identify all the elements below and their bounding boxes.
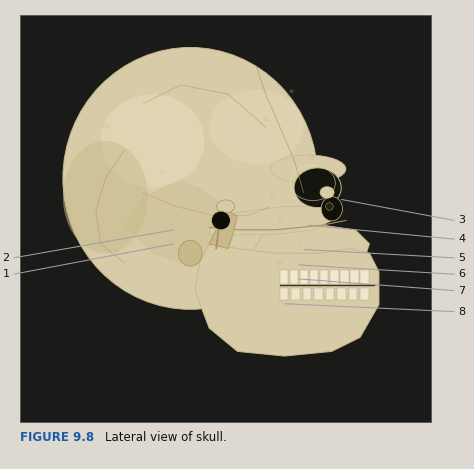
- FancyBboxPatch shape: [314, 288, 323, 301]
- FancyBboxPatch shape: [326, 288, 334, 301]
- Circle shape: [211, 211, 230, 230]
- Circle shape: [290, 89, 293, 93]
- FancyBboxPatch shape: [350, 270, 358, 284]
- Circle shape: [270, 192, 276, 198]
- Ellipse shape: [209, 90, 303, 164]
- FancyBboxPatch shape: [300, 270, 309, 284]
- FancyBboxPatch shape: [337, 288, 346, 301]
- Circle shape: [191, 88, 197, 94]
- Ellipse shape: [321, 197, 342, 221]
- Text: 8: 8: [458, 307, 465, 317]
- FancyBboxPatch shape: [310, 270, 319, 284]
- Text: FIGURE 9.8: FIGURE 9.8: [20, 431, 95, 445]
- FancyBboxPatch shape: [349, 288, 357, 301]
- Circle shape: [305, 203, 309, 207]
- FancyBboxPatch shape: [280, 288, 288, 301]
- Circle shape: [136, 186, 140, 189]
- Polygon shape: [209, 206, 332, 234]
- FancyBboxPatch shape: [303, 288, 311, 301]
- Text: 7: 7: [458, 286, 465, 295]
- Circle shape: [276, 259, 283, 266]
- FancyBboxPatch shape: [280, 270, 288, 284]
- Ellipse shape: [294, 168, 341, 208]
- Polygon shape: [209, 211, 237, 249]
- Ellipse shape: [271, 155, 346, 183]
- Circle shape: [294, 125, 297, 129]
- Ellipse shape: [63, 141, 148, 253]
- Circle shape: [310, 154, 315, 160]
- Circle shape: [114, 248, 119, 254]
- Circle shape: [277, 217, 283, 223]
- Circle shape: [298, 241, 302, 245]
- Text: 4: 4: [458, 234, 465, 244]
- Text: 2: 2: [2, 253, 9, 263]
- Text: 5: 5: [458, 253, 465, 263]
- FancyBboxPatch shape: [340, 270, 348, 284]
- FancyBboxPatch shape: [292, 288, 300, 301]
- Polygon shape: [195, 244, 379, 356]
- Circle shape: [274, 252, 278, 256]
- Circle shape: [215, 205, 221, 212]
- Circle shape: [264, 117, 269, 122]
- Polygon shape: [124, 178, 237, 267]
- FancyBboxPatch shape: [360, 288, 369, 301]
- Circle shape: [196, 187, 200, 191]
- FancyBboxPatch shape: [20, 15, 431, 422]
- Circle shape: [105, 124, 110, 129]
- Text: 6: 6: [458, 269, 465, 279]
- Text: Lateral view of skull.: Lateral view of skull.: [90, 431, 227, 445]
- Ellipse shape: [217, 200, 235, 213]
- FancyBboxPatch shape: [290, 270, 299, 284]
- Text: 3: 3: [458, 215, 465, 226]
- Text: 1: 1: [2, 269, 9, 279]
- FancyBboxPatch shape: [330, 270, 338, 284]
- Ellipse shape: [63, 47, 318, 310]
- FancyBboxPatch shape: [360, 270, 369, 284]
- Ellipse shape: [100, 94, 204, 188]
- Circle shape: [326, 203, 333, 210]
- FancyBboxPatch shape: [320, 270, 328, 284]
- Ellipse shape: [320, 187, 334, 198]
- Circle shape: [161, 171, 164, 174]
- Polygon shape: [252, 225, 370, 295]
- Circle shape: [296, 192, 302, 198]
- Ellipse shape: [179, 240, 202, 266]
